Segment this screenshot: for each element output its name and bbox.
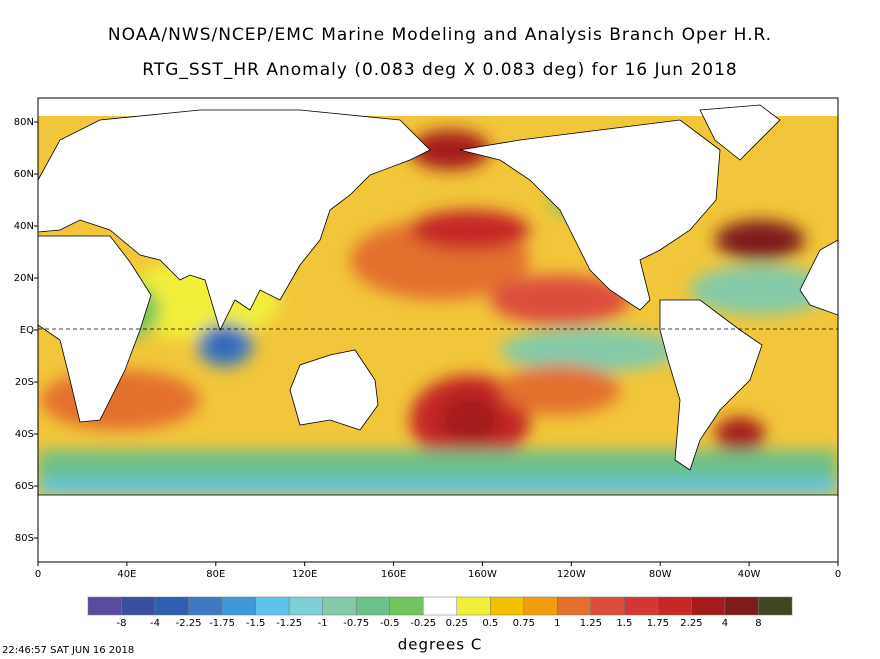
lat-label: 60N	[14, 169, 34, 180]
colorbar-label: -0.5	[380, 618, 400, 629]
colorbar: -8 -4 -2.25 -1.75 -1.5 -1.25 -1 -0.75 -0.5 -0.25 0…	[87, 596, 793, 629]
colorbar-box	[590, 596, 625, 616]
colorbar-box	[121, 596, 156, 616]
australia	[289, 349, 379, 431]
west-africa	[799, 239, 838, 316]
lat-label: EQ	[20, 325, 34, 336]
lat-label: 80S	[15, 533, 34, 544]
colorbar-label: -0.25	[410, 618, 436, 629]
lat-label: 40N	[14, 221, 34, 232]
colorbar-label: 8	[755, 618, 761, 629]
colorbar-label: 1	[554, 618, 560, 629]
antarctica	[38, 494, 838, 562]
colorbar-label: -1.75	[209, 618, 235, 629]
colorbar-box	[87, 596, 122, 616]
colorbar-box	[490, 596, 525, 616]
greenland	[699, 104, 781, 161]
colorbar-label: 0.5	[482, 618, 498, 629]
colorbar-box	[758, 596, 793, 616]
colorbar-box	[456, 596, 491, 616]
title: NOAA/NWS/NCEP/EMC Marine Modeling and An…	[108, 25, 772, 45]
colorbar-label: 0.25	[446, 618, 468, 629]
lon-label: 120W	[557, 569, 586, 580]
lon-label: 80E	[206, 569, 225, 580]
colorbar-box	[724, 596, 759, 616]
lon-label: 40W	[738, 569, 761, 580]
south-america	[659, 299, 763, 471]
lon-label: 160E	[381, 569, 406, 580]
colorbar-box	[624, 596, 659, 616]
colorbar-box	[322, 596, 357, 616]
axes: 80N 60N 40N 20N EQ 20S 40S 60S 80S 0 40E 80E 120E 160…	[14, 117, 841, 580]
colorbar-box	[221, 596, 256, 616]
lon-label: 160W	[468, 569, 497, 580]
colorbar-box	[557, 596, 592, 616]
colorbar-box	[188, 596, 223, 616]
colorbar-label: -4	[150, 618, 160, 629]
colorbar-box	[657, 596, 692, 616]
map	[38, 98, 838, 562]
colorbar-box	[422, 596, 458, 616]
lon-label: 120E	[292, 569, 317, 580]
colorbar-label: 1.5	[616, 618, 632, 629]
colorbar-label: 0.75	[513, 618, 535, 629]
colorbar-label: -1.25	[276, 618, 302, 629]
subtitle: RTG_SST_HR Anomaly (0.083 deg X 0.083 de…	[142, 60, 737, 80]
colorbar-box	[288, 596, 323, 616]
colorbar-label: -0.75	[343, 618, 369, 629]
lat-label: 60S	[15, 481, 34, 492]
lat-label: 40S	[15, 429, 34, 440]
lon-label: 0	[35, 569, 41, 580]
colorbar-label: -1.5	[246, 618, 266, 629]
colorbar-label: 1.25	[580, 618, 602, 629]
lon-label: 0	[835, 569, 841, 580]
lon-label: 80W	[649, 569, 672, 580]
lat-label: 80N	[14, 117, 34, 128]
colorbar-box	[523, 596, 558, 616]
north-america	[459, 119, 721, 311]
colorbar-box	[355, 596, 390, 616]
lat-label: 20N	[14, 273, 34, 284]
colorbar-box	[389, 596, 424, 616]
colorbar-unit: degrees C	[398, 636, 483, 654]
timestamp: 22:46:57 SAT JUN 16 2018	[2, 645, 134, 656]
colorbar-label: 2.25	[680, 618, 702, 629]
colorbar-box	[154, 596, 189, 616]
colorbar-box	[691, 596, 726, 616]
lon-label: 40E	[117, 569, 136, 580]
colorbar-label: -8	[117, 618, 127, 629]
lat-label: 20S	[15, 377, 34, 388]
colorbar-label: -2.25	[176, 618, 202, 629]
colorbar-box	[255, 596, 290, 616]
colorbar-label: -1	[318, 618, 328, 629]
colorbar-label: 1.75	[647, 618, 669, 629]
eurasia	[38, 109, 431, 332]
colorbar-label: 4	[722, 618, 728, 629]
